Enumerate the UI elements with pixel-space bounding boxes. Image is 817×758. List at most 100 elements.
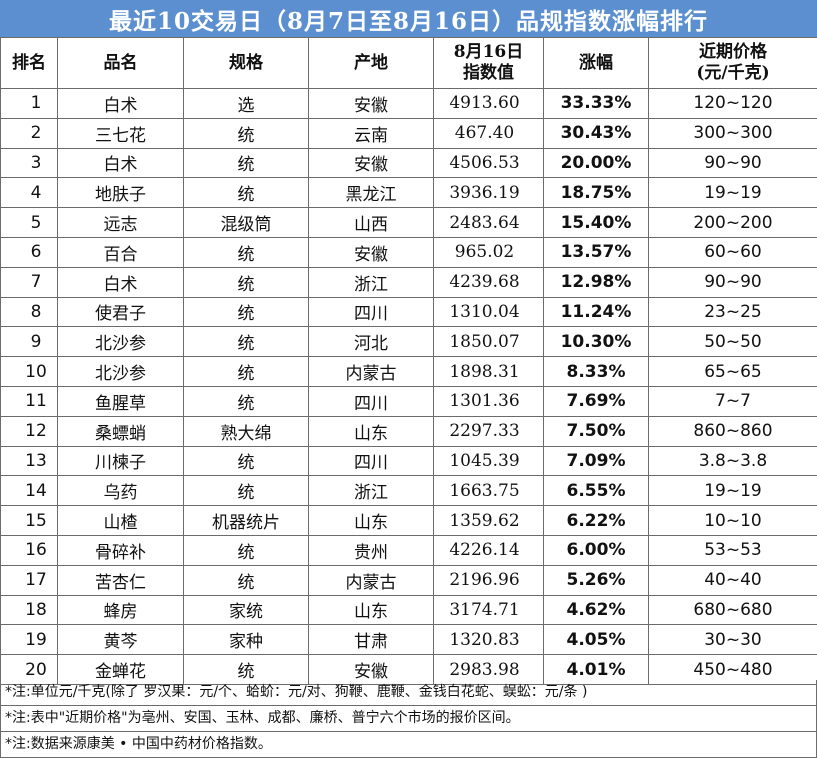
- cell-rank: 19: [0, 624, 58, 656]
- cell-price: 23~25: [648, 296, 817, 328]
- cell-name: 使君子: [57, 296, 184, 328]
- cell-change: 8.33%: [543, 356, 649, 387]
- cell-price: 19~19: [648, 475, 817, 507]
- cell-index: 3936.19: [433, 177, 544, 209]
- cell-change: 7.69%: [543, 385, 649, 417]
- cell-spec: 统: [183, 564, 309, 596]
- cell-spec: 选: [183, 88, 309, 119]
- cell-origin: 甘肃: [308, 624, 434, 656]
- cell-rank: 18: [0, 594, 58, 626]
- cell-price: 90~90: [648, 266, 817, 298]
- cell-price: 300~300: [648, 117, 817, 149]
- cell-rank: 2: [0, 117, 58, 149]
- cell-index: 2196.96: [433, 564, 544, 596]
- cell-name: 山楂: [57, 505, 184, 536]
- cell-rank: 10: [0, 356, 58, 387]
- cell-spec: 机器统片: [183, 505, 309, 536]
- cell-price: 19~19: [648, 177, 817, 209]
- table-row: 9 北沙参统河北 1850.07 10.30% 50~50: [0, 326, 817, 358]
- cell-price: 10~10: [648, 505, 817, 536]
- cell-name: 鱼腥草: [57, 385, 184, 417]
- cell-rank: 20: [0, 654, 58, 685]
- cell-spec: 统: [183, 385, 309, 417]
- cell-price: 30~30: [648, 624, 817, 656]
- cell-rank: 1: [0, 88, 58, 119]
- cell-price: 65~65: [648, 356, 817, 387]
- cell-index: 467.40: [433, 117, 544, 149]
- cell-rank: 11: [0, 385, 58, 417]
- cell-name: 白术: [57, 266, 184, 298]
- cell-price: 60~60: [648, 236, 817, 268]
- table-row: 12 桑螵蛸 熟大绵 山东 2297.33 7.50% 860~860: [0, 415, 817, 447]
- table-row: 20 金蝉花统安徽 2983.98 4.01% 450~480: [0, 654, 817, 685]
- table-row: 5 远志 混级筒 山西 2483.64 15.40% 200~200: [0, 207, 817, 238]
- table-row: 6 百合统安徽 965.02 13.57% 60~60: [0, 236, 817, 268]
- cell-change: 7.50%: [543, 415, 649, 447]
- cell-price: 7~7: [648, 385, 817, 417]
- cell-rank: 4: [0, 177, 58, 209]
- cell-rank: 9: [0, 326, 58, 358]
- cell-rank: 17: [0, 564, 58, 596]
- cell-spec: 统: [183, 356, 309, 387]
- ranking-table: 排名 品名 规格 产地 8月16日 指数值 涨幅 近期价格 (元/千克) 1 白术…: [0, 37, 817, 685]
- cell-spec: 统: [183, 177, 309, 209]
- cell-spec: 统: [183, 266, 309, 298]
- cell-name: 桑螵蛸: [57, 415, 184, 447]
- table-row: 18 蜂房 家统 山东 3174.71 4.62% 680~680: [0, 594, 817, 626]
- cell-index: 2297.33: [433, 415, 544, 447]
- cell-price: 450~480: [648, 654, 817, 685]
- cell-index: 965.02: [433, 236, 544, 268]
- cell-index: 1663.75: [433, 475, 544, 507]
- cell-name: 北沙参: [57, 326, 184, 358]
- cell-rank: 6: [0, 236, 58, 268]
- cell-price: 50~50: [648, 326, 817, 358]
- cell-spec: 统: [183, 445, 309, 477]
- cell-rank: 13: [0, 445, 58, 477]
- cell-spec: 统: [183, 236, 309, 268]
- header-index-line1: 8月16日: [453, 42, 524, 62]
- cell-origin: 山东: [308, 594, 434, 626]
- table-row: 8 使君子统四川 1310.04 11.24% 23~25: [0, 296, 817, 328]
- cell-rank: 3: [0, 147, 58, 179]
- cell-name: 蜂房: [57, 594, 184, 626]
- cell-change: 10.30%: [543, 326, 649, 358]
- cell-index: 4506.53: [433, 147, 544, 179]
- cell-spec: 熟大绵: [183, 415, 309, 447]
- cell-rank: 14: [0, 475, 58, 507]
- table-row: 13 川楝子统四川 1045.39 7.09% 3.8~3.8: [0, 445, 817, 477]
- cell-rank: 15: [0, 505, 58, 536]
- cell-name: 乌药: [57, 475, 184, 507]
- header-index: 8月16日 指数值: [433, 37, 544, 89]
- cell-change: 6.55%: [543, 475, 649, 507]
- cell-spec: 统: [183, 534, 309, 566]
- table-row: 10 北沙参统内蒙古 1898.31 8.33% 65~65: [0, 356, 817, 387]
- table-row: 11 鱼腥草统四川 1301.36 7.69% 7~7: [0, 385, 817, 417]
- cell-origin: 贵州: [308, 534, 434, 566]
- cell-index: 3174.71: [433, 594, 544, 626]
- cell-change: 11.24%: [543, 296, 649, 328]
- header-origin: 产地: [308, 37, 434, 89]
- cell-change: 4.05%: [543, 624, 649, 656]
- cell-origin: 四川: [308, 385, 434, 417]
- table-row: 3 白术统安徽 4506.53 20.00% 90~90: [0, 147, 817, 179]
- header-name: 品名: [57, 37, 184, 89]
- cell-price: 680~680: [648, 594, 817, 626]
- cell-origin: 云南: [308, 117, 434, 149]
- table-row: 7 白术统浙江 4239.68 12.98% 90~90: [0, 266, 817, 298]
- cell-change: 18.75%: [543, 177, 649, 209]
- cell-name: 百合: [57, 236, 184, 268]
- cell-change: 4.62%: [543, 594, 649, 626]
- cell-price: 200~200: [648, 207, 817, 238]
- cell-index: 1301.36: [433, 385, 544, 417]
- cell-change: 33.33%: [543, 88, 649, 119]
- cell-origin: 山东: [308, 415, 434, 447]
- cell-price: 53~53: [648, 534, 817, 566]
- table-row: 14 乌药统浙江 1663.75 6.55% 19~19: [0, 475, 817, 507]
- cell-index: 1310.04: [433, 296, 544, 328]
- cell-origin: 黑龙江: [308, 177, 434, 209]
- table-row: 17 苦杏仁统内蒙古 2196.96 5.26% 40~40: [0, 564, 817, 596]
- table-row: 15 山楂 机器统片 山东 1359.62 6.22% 10~10: [0, 505, 817, 536]
- cell-index: 1898.31: [433, 356, 544, 387]
- cell-origin: 浙江: [308, 266, 434, 298]
